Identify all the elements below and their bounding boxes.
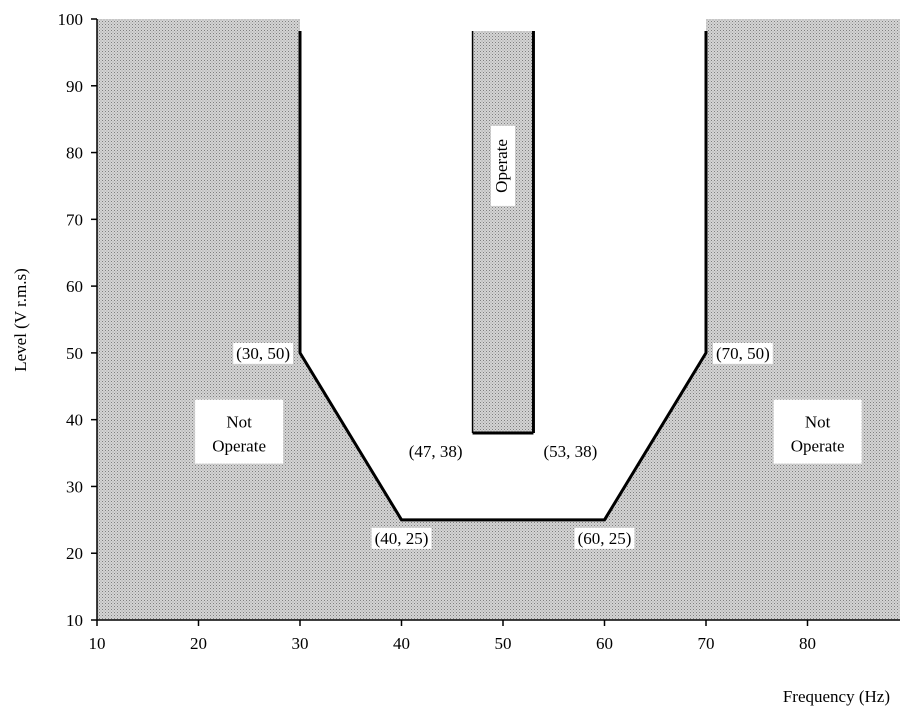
- y-tick-label-10: 10: [66, 611, 83, 630]
- y-tick-label-90: 90: [66, 77, 83, 96]
- y-tick-label-60: 60: [66, 277, 83, 296]
- x-axis-title: Frequency (Hz): [783, 687, 890, 706]
- annotations-layer: Operate (30, 50) (70, 50) (47, 38) (53, 38) (…: [195, 125, 862, 549]
- point-label-3-bg: [540, 441, 601, 463]
- point-label-4-bg: [371, 527, 432, 549]
- point-label-4: (40, 25): [375, 529, 429, 548]
- point-label-5: (60, 25): [578, 529, 632, 548]
- x-tick-label-10: 10: [89, 634, 106, 653]
- operate-label-bg: [491, 125, 515, 206]
- not-operate-label-line-1-0: Not: [805, 413, 831, 432]
- y-tick-label-80: 80: [66, 144, 83, 163]
- x-tick-label-50: 50: [495, 634, 512, 653]
- x-tick-label-80: 80: [799, 634, 816, 653]
- y-tick-label-50: 50: [66, 344, 83, 363]
- not-operate-label-1: Not Operate: [773, 399, 862, 464]
- x-tick-label-20: 20: [190, 634, 207, 653]
- not-operate-boundary-line: [298, 31, 708, 522]
- y-tick-label-40: 40: [66, 411, 83, 430]
- y-tick-label-70: 70: [66, 210, 83, 229]
- x-tick-label-70: 70: [698, 634, 715, 653]
- not-operate-label-0: Not Operate: [195, 399, 284, 464]
- point-label-5-bg: [574, 527, 635, 549]
- x-tick-label-30: 30: [292, 634, 309, 653]
- regions-layer: [97, 19, 900, 620]
- x-tick-label-60: 60: [596, 634, 613, 653]
- not-operate-label-line-0-1: Operate: [212, 437, 266, 456]
- y-tick-label-100: 100: [58, 10, 84, 29]
- not-operate-label-line-1-1: Operate: [791, 437, 845, 456]
- not-operate-label-line-0-0: Not: [226, 413, 252, 432]
- point-label-2: (47, 38): [409, 442, 463, 461]
- not-operate-region: [97, 19, 900, 620]
- point-label-1-bg: [713, 342, 773, 364]
- y-tick-label-20: 20: [66, 544, 83, 563]
- point-label-3: (53, 38): [543, 442, 597, 461]
- y-tick-label-30: 30: [66, 477, 83, 496]
- point-label-2-bg: [405, 441, 466, 463]
- point-label-0-bg: [233, 342, 293, 364]
- point-label-0: (30, 50): [236, 344, 290, 363]
- ticks-layer: 10 20 30 40 50 60 70 80 10 20 30 40 50 60 70 80 90 100: [58, 10, 817, 653]
- boundary-lines-layer: [298, 31, 708, 522]
- y-axis-title: Level (V r.m.s): [11, 268, 30, 372]
- x-tick-label-40: 40: [393, 634, 410, 653]
- not-operate-label-bg-1: [773, 399, 862, 464]
- not-operate-label-bg-0: [195, 399, 284, 464]
- operate-label: Operate: [492, 139, 511, 193]
- point-label-1: (70, 50): [716, 344, 770, 363]
- operate-region: [472, 31, 534, 434]
